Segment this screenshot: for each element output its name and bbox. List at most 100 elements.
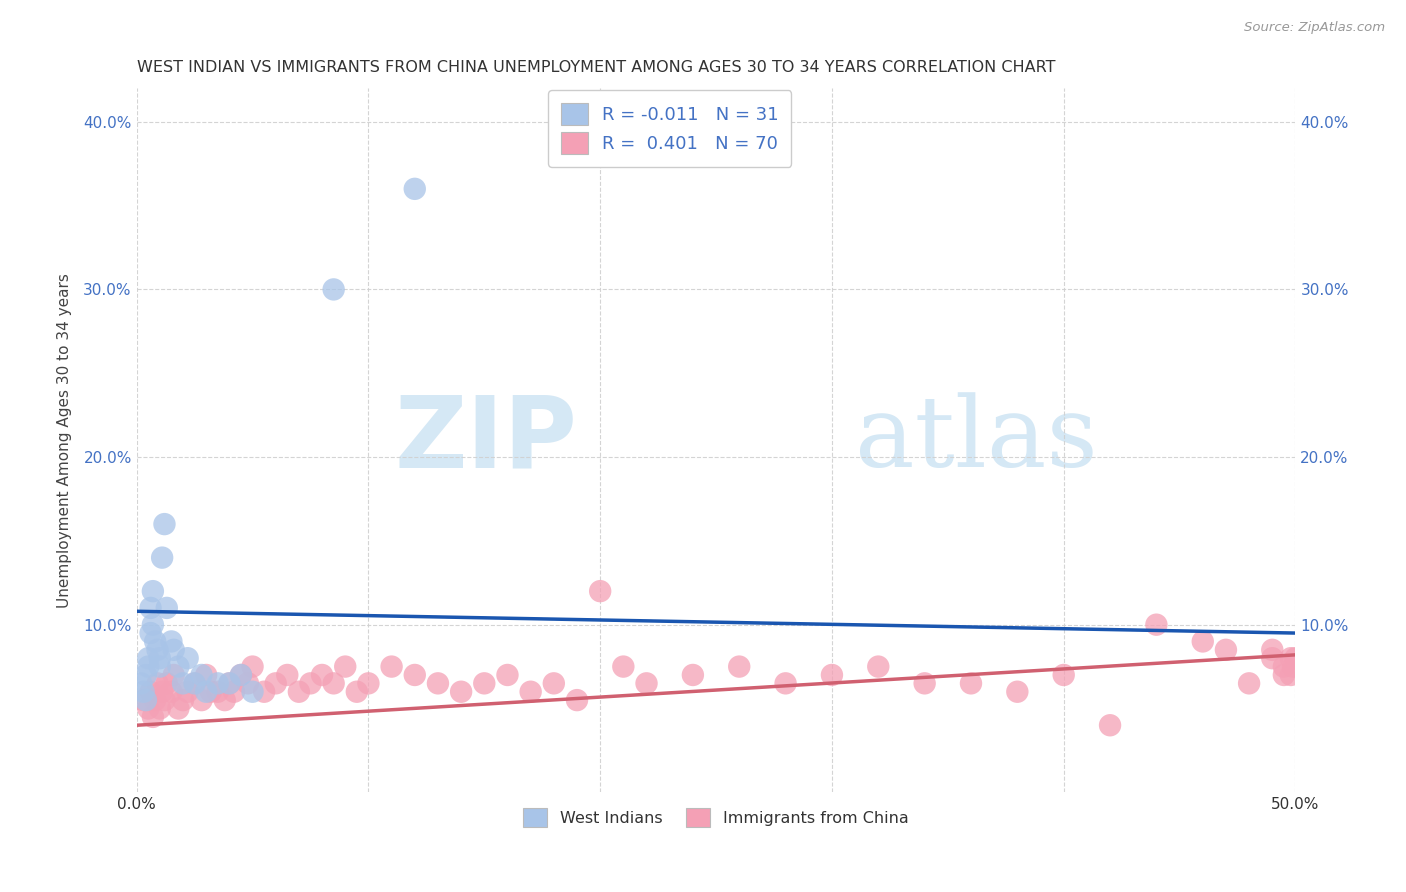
Point — [156, 676, 179, 690]
Point — [426, 676, 449, 690]
Point — [176, 684, 198, 698]
Point — [775, 676, 797, 690]
Point — [153, 517, 176, 532]
Point — [1237, 676, 1260, 690]
Point — [207, 684, 229, 698]
Point — [142, 584, 165, 599]
Point — [149, 701, 172, 715]
Point — [139, 684, 162, 698]
Text: ZIP: ZIP — [394, 392, 576, 489]
Point — [139, 626, 162, 640]
Point — [132, 684, 155, 698]
Point — [1279, 651, 1302, 665]
Point — [136, 659, 159, 673]
Point — [1279, 668, 1302, 682]
Legend: West Indians, Immigrants from China: West Indians, Immigrants from China — [517, 801, 915, 834]
Point — [135, 668, 157, 682]
Point — [190, 693, 212, 707]
Point — [163, 643, 186, 657]
Point — [176, 651, 198, 665]
Point — [132, 693, 155, 707]
Point — [136, 651, 159, 665]
Point — [682, 668, 704, 682]
Point — [149, 651, 172, 665]
Point — [960, 676, 983, 690]
Point — [229, 668, 252, 682]
Point — [1053, 668, 1076, 682]
Point — [381, 659, 404, 673]
Point — [129, 676, 152, 690]
Point — [821, 668, 844, 682]
Point — [172, 676, 194, 690]
Point — [565, 693, 588, 707]
Point — [589, 584, 612, 599]
Point — [299, 676, 322, 690]
Point — [195, 684, 218, 698]
Point — [1191, 634, 1213, 648]
Point — [167, 659, 190, 673]
Point — [253, 684, 276, 698]
Point — [195, 668, 218, 682]
Point — [229, 668, 252, 682]
Point — [1284, 651, 1306, 665]
Point — [1099, 718, 1122, 732]
Point — [1261, 643, 1284, 657]
Point — [264, 676, 287, 690]
Point — [236, 676, 259, 690]
Point — [183, 676, 205, 690]
Point — [136, 701, 159, 715]
Point — [335, 659, 357, 673]
Point — [218, 676, 240, 690]
Point — [404, 668, 426, 682]
Point — [153, 693, 176, 707]
Point — [636, 676, 658, 690]
Point — [160, 634, 183, 648]
Point — [288, 684, 311, 698]
Point — [218, 676, 240, 690]
Point — [868, 659, 890, 673]
Point — [612, 659, 634, 673]
Point — [146, 676, 169, 690]
Point — [242, 659, 264, 673]
Y-axis label: Unemployment Among Ages 30 to 34 years: Unemployment Among Ages 30 to 34 years — [58, 273, 72, 607]
Point — [1215, 643, 1237, 657]
Point — [183, 676, 205, 690]
Point — [146, 643, 169, 657]
Text: Source: ZipAtlas.com: Source: ZipAtlas.com — [1244, 21, 1385, 34]
Point — [1007, 684, 1029, 698]
Point — [519, 684, 541, 698]
Point — [1282, 659, 1305, 673]
Point — [172, 693, 194, 707]
Point — [200, 684, 222, 698]
Point — [150, 550, 173, 565]
Point — [167, 701, 190, 715]
Point — [1144, 617, 1167, 632]
Point — [142, 617, 165, 632]
Point — [214, 693, 236, 707]
Point — [311, 668, 333, 682]
Point — [142, 710, 165, 724]
Point — [149, 659, 172, 673]
Point — [156, 601, 179, 615]
Point — [450, 684, 472, 698]
Point — [276, 668, 298, 682]
Point — [190, 668, 212, 682]
Point — [139, 601, 162, 615]
Point — [143, 634, 166, 648]
Text: atlas: atlas — [855, 392, 1098, 488]
Point — [357, 676, 380, 690]
Point — [143, 693, 166, 707]
Point — [728, 659, 751, 673]
Point — [242, 684, 264, 698]
Point — [1272, 659, 1295, 673]
Point — [346, 684, 368, 698]
Point — [322, 676, 344, 690]
Point — [222, 684, 245, 698]
Point — [1272, 668, 1295, 682]
Point — [1261, 651, 1284, 665]
Point — [160, 684, 183, 698]
Point — [472, 676, 495, 690]
Point — [150, 684, 173, 698]
Point — [496, 668, 519, 682]
Point — [322, 282, 344, 296]
